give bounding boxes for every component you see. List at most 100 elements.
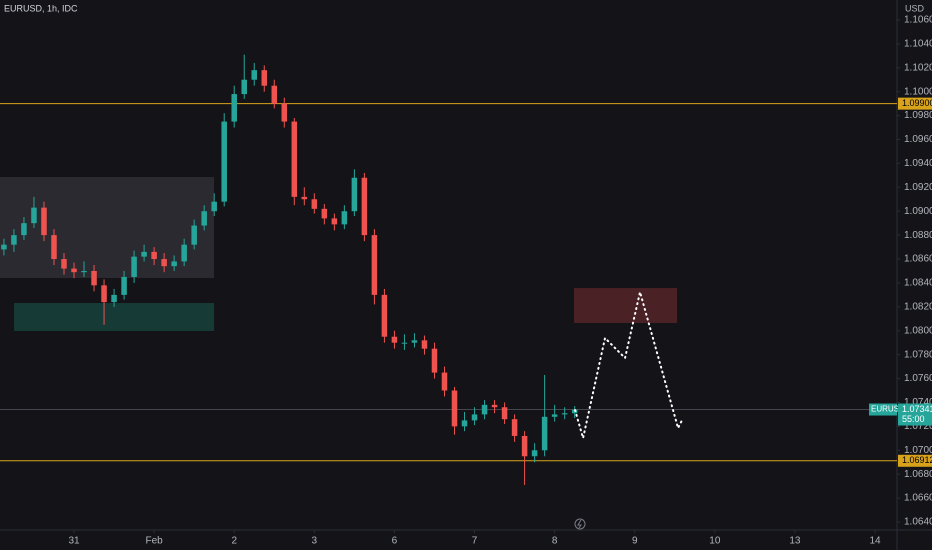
candle-body — [181, 244, 187, 262]
y-tick-label: 1.09000 — [904, 206, 932, 217]
x-tick-label: 7 — [472, 536, 478, 547]
level-label-box — [898, 454, 932, 467]
candle-body — [471, 414, 478, 421]
y-tick-label: 1.07200 — [904, 421, 932, 432]
candle-body — [21, 223, 27, 236]
chart-title: EURUSD, 1h, IDC — [4, 3, 78, 13]
x-tick-label: 14 — [869, 536, 881, 547]
bolt-icon — [574, 518, 586, 530]
y-tick-label: 1.07000 — [904, 445, 932, 456]
candle-body — [381, 294, 388, 337]
candle-body — [151, 251, 157, 260]
x-tick-label: 2 — [231, 536, 237, 547]
x-tick-label: 3 — [312, 536, 318, 547]
candle-body — [511, 419, 518, 436]
candle-body — [51, 235, 57, 260]
y-tick-label: 1.07600 — [904, 373, 932, 384]
candle-body — [421, 340, 428, 349]
candle-body — [331, 218, 338, 225]
y-tick-label: 1.08600 — [904, 254, 932, 265]
candle-body — [541, 416, 548, 451]
candle-body — [481, 404, 488, 415]
x-tick-label: 10 — [709, 536, 721, 547]
price-label: 1.07341 — [902, 404, 932, 414]
candle-body — [251, 70, 258, 80]
candle-body — [101, 285, 107, 303]
zone — [14, 303, 215, 331]
y-tick-label: 1.08800 — [904, 230, 932, 241]
candle-body — [531, 450, 538, 457]
candle-body — [31, 207, 37, 224]
level-label: 1.09900 — [902, 98, 932, 108]
level-label: 1.06912 — [902, 455, 932, 465]
candle-body — [361, 177, 368, 236]
candle-body — [231, 94, 237, 122]
candle-body — [341, 211, 348, 225]
countdown-label: 55:00 — [902, 414, 925, 424]
candle-body — [41, 207, 47, 236]
zone — [574, 288, 678, 323]
y-tick-label: 1.08400 — [904, 278, 932, 289]
candle-body — [1, 244, 7, 250]
candle-body — [501, 407, 508, 420]
y-tick-label: 1.07400 — [904, 397, 932, 408]
y-tick-label: 1.09800 — [904, 110, 932, 121]
candle-body — [121, 276, 127, 295]
y-tick-label: 1.06400 — [904, 517, 932, 528]
candle-body — [131, 256, 137, 277]
level-label-box — [898, 97, 932, 110]
y-tick-label: 1.10000 — [904, 86, 932, 97]
candle-body — [521, 435, 528, 457]
y-tick-label: 1.09600 — [904, 134, 932, 145]
candle-body — [201, 211, 207, 226]
y-tick-label: 1.09400 — [904, 158, 932, 169]
candle-body — [141, 251, 147, 257]
candle-body — [221, 121, 227, 202]
y-tick-label: 1.09200 — [904, 182, 932, 193]
candle-body — [561, 413, 568, 415]
candle-body — [371, 235, 378, 295]
candle-body — [261, 70, 268, 86]
symbol-label: EURUSD — [871, 405, 905, 414]
candle-body — [301, 196, 308, 200]
x-tick-label: 13 — [789, 536, 801, 547]
candle-body — [451, 390, 458, 427]
candle-body — [11, 235, 17, 245]
zone — [0, 177, 215, 279]
x-tick-label: 8 — [552, 536, 558, 547]
symbol-box — [869, 403, 897, 416]
candle-body — [111, 294, 117, 303]
candle-body — [321, 208, 328, 219]
candle-body — [391, 336, 398, 343]
candle-body — [431, 348, 438, 373]
candle-body — [71, 268, 77, 273]
y-unit: USD — [905, 3, 925, 13]
y-tick-label: 1.07800 — [904, 349, 932, 360]
candle-body — [441, 372, 448, 391]
candle-body — [271, 85, 278, 104]
candle-body — [281, 103, 288, 122]
y-tick-label: 1.08000 — [904, 325, 932, 336]
candle-body — [351, 177, 358, 212]
candle-body — [491, 404, 498, 408]
y-tick-label: 1.10400 — [904, 39, 932, 50]
candle-body — [291, 121, 298, 197]
candle-body — [91, 270, 97, 286]
candle-body — [311, 199, 318, 209]
candle-body — [241, 79, 247, 95]
y-tick-label: 1.10600 — [904, 15, 932, 26]
x-tick-label: 6 — [392, 536, 398, 547]
candle-body — [61, 259, 67, 269]
y-tick-label: 1.06600 — [904, 493, 932, 504]
candle-body — [551, 414, 558, 417]
candle-body — [191, 225, 197, 245]
candle-body — [461, 420, 468, 427]
x-tick-label: 9 — [632, 536, 638, 547]
projection-path — [574, 291, 685, 439]
candle-body — [161, 259, 167, 267]
y-tick-label: 1.10200 — [904, 62, 932, 73]
y-tick-label: 1.08200 — [904, 301, 932, 312]
candle-body — [211, 201, 217, 212]
candle-body — [81, 270, 87, 273]
